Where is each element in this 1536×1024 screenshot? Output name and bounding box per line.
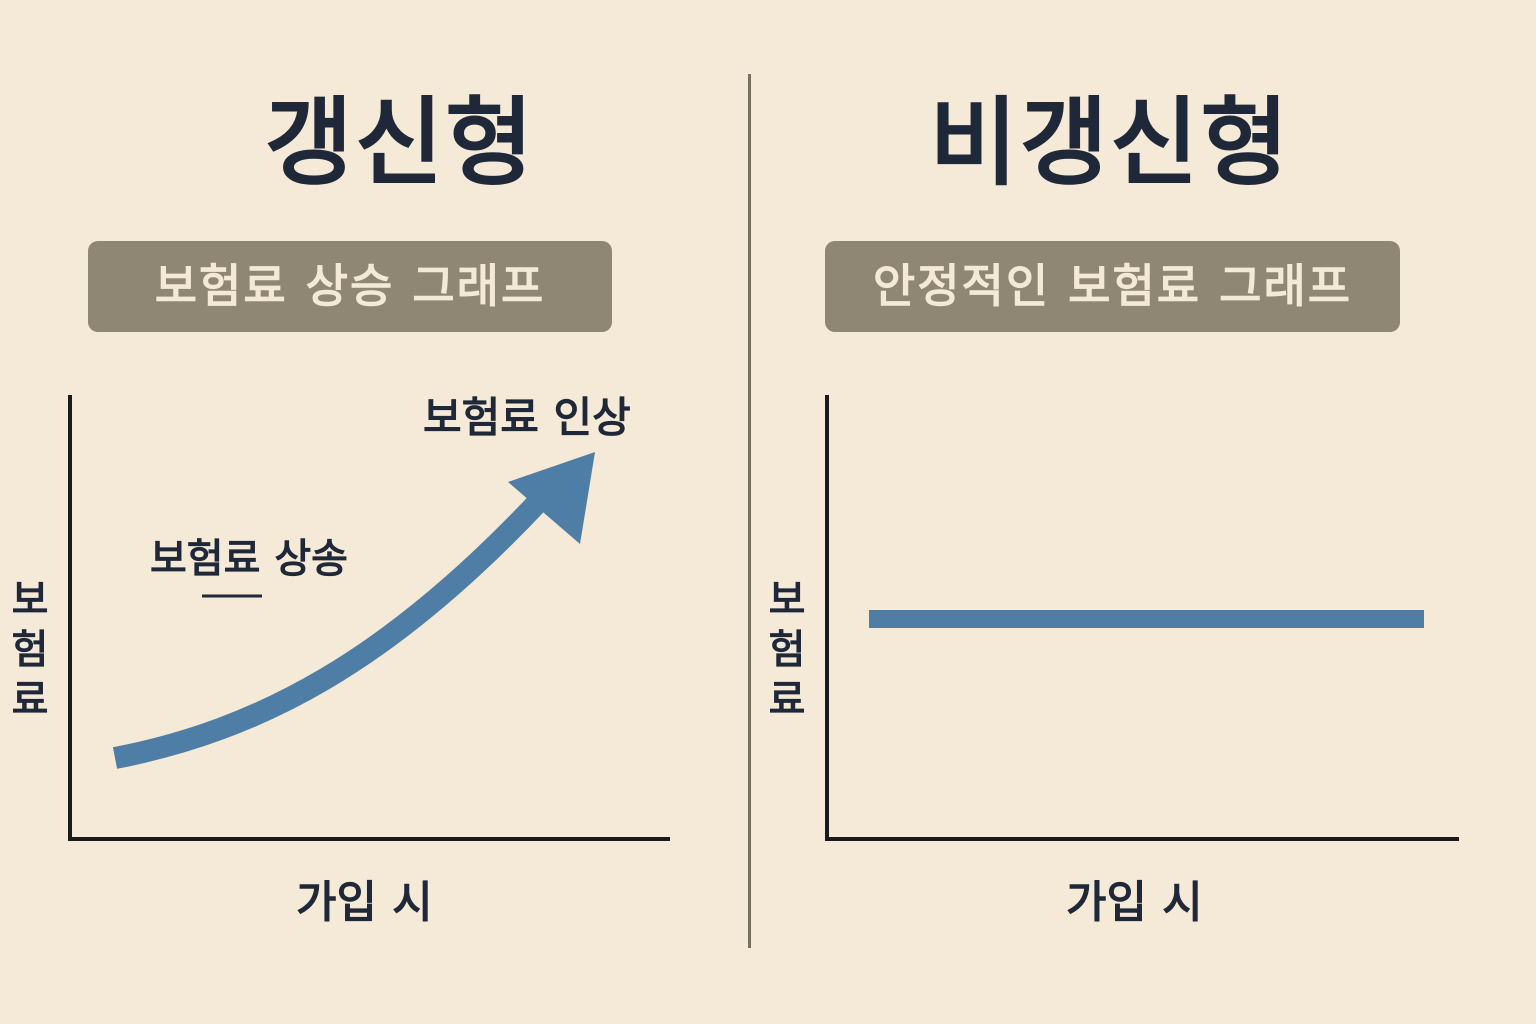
left-y-axis-label: 보험료 xyxy=(11,577,49,723)
premium-rise-label: 보험료 상송 xyxy=(150,536,348,582)
renewable-subtitle: 보험료 상승 그래프 xyxy=(88,241,612,332)
rising-premium-line xyxy=(112,492,549,769)
right-x-axis-label: 가입 시 xyxy=(1066,877,1203,928)
left-x-axis-label: 가입 시 xyxy=(296,877,433,928)
right-axes xyxy=(825,395,1459,841)
renewable-title: 갱신형 xyxy=(264,87,536,199)
panel-divider xyxy=(748,74,751,948)
rising-arrow-head xyxy=(508,452,595,544)
left-axes xyxy=(68,395,670,841)
non-renewable-title: 비갱신형 xyxy=(929,87,1291,199)
premium-increase-label: 보험료 인상 xyxy=(423,393,631,442)
right-y-axis-label: 보험료 xyxy=(768,577,806,723)
non-renewable-subtitle: 안정적인 보험료 그래프 xyxy=(825,241,1400,332)
